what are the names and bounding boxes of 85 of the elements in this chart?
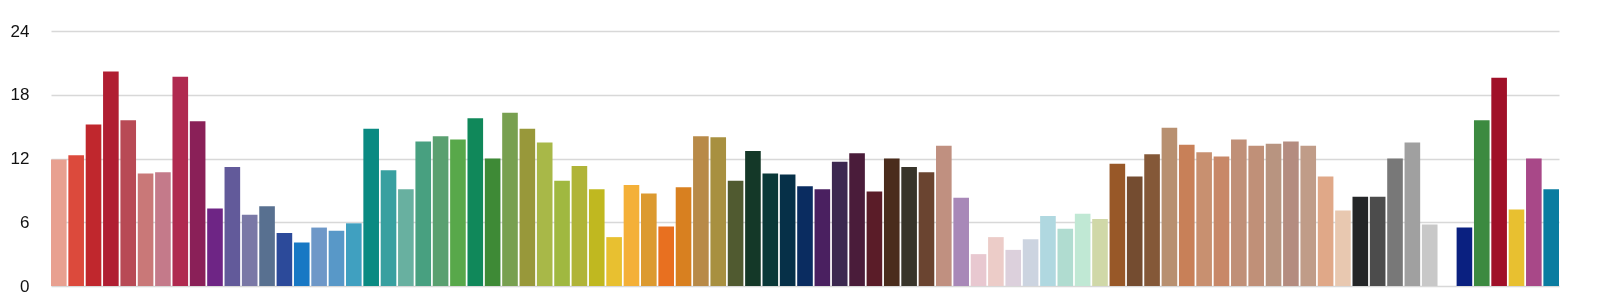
bar xyxy=(103,71,119,286)
bar xyxy=(207,208,223,286)
bar xyxy=(797,186,813,286)
bar xyxy=(1473,120,1490,286)
y-tick-label: 12 xyxy=(10,149,30,168)
bar xyxy=(1040,215,1056,286)
bar xyxy=(762,173,779,286)
bar xyxy=(606,237,622,286)
bar xyxy=(745,151,761,286)
bar xyxy=(137,173,154,286)
bar xyxy=(259,206,275,286)
y-tick-label: 0 xyxy=(20,276,30,296)
y-tick-label: 6 xyxy=(20,212,30,232)
bar xyxy=(1491,77,1507,286)
bar xyxy=(502,112,518,286)
bar xyxy=(120,120,137,286)
bar xyxy=(51,159,67,286)
bar xyxy=(970,254,987,286)
bar xyxy=(1387,158,1403,286)
bar xyxy=(1144,154,1160,286)
bar xyxy=(588,189,605,286)
bar xyxy=(1283,141,1299,286)
bar xyxy=(276,232,293,286)
bar xyxy=(1057,228,1074,286)
bar xyxy=(1369,196,1386,286)
bar xyxy=(1404,142,1421,286)
bar xyxy=(1335,210,1351,286)
bar xyxy=(1213,156,1230,286)
bar xyxy=(1178,144,1195,286)
bar xyxy=(189,121,206,286)
bar xyxy=(901,167,917,286)
bar xyxy=(155,172,171,286)
bar xyxy=(172,76,189,286)
bar xyxy=(363,128,379,286)
bar xyxy=(710,137,727,286)
bar xyxy=(68,155,84,286)
bar xyxy=(849,153,865,286)
bar xyxy=(1508,209,1525,286)
bar xyxy=(519,128,536,286)
bar xyxy=(1074,213,1091,286)
bar xyxy=(988,237,1004,286)
y-tick-label: 18 xyxy=(10,85,30,105)
bar xyxy=(398,189,414,286)
bar xyxy=(432,136,449,286)
bar xyxy=(85,124,102,286)
bar xyxy=(1526,158,1542,286)
bar xyxy=(727,180,744,286)
bar xyxy=(346,223,362,286)
bar xyxy=(883,158,900,286)
y-tick-label: 24 xyxy=(10,21,30,41)
bar xyxy=(1196,152,1212,286)
bar xyxy=(224,167,241,286)
bar xyxy=(415,141,432,286)
bar xyxy=(675,187,692,286)
bar xyxy=(1161,127,1178,286)
bar xyxy=(693,136,709,286)
bar xyxy=(936,145,952,286)
bar xyxy=(1300,145,1317,286)
bar xyxy=(1456,227,1473,286)
bar xyxy=(953,197,969,286)
bar xyxy=(380,170,397,286)
bar xyxy=(1265,143,1282,286)
bar xyxy=(623,185,640,286)
bar xyxy=(484,158,501,286)
bar xyxy=(1126,176,1143,286)
bar xyxy=(1109,163,1126,286)
bar xyxy=(1317,176,1334,286)
bar xyxy=(814,189,831,286)
bar xyxy=(293,242,310,286)
bar xyxy=(241,214,258,286)
bar xyxy=(1092,219,1108,286)
bar xyxy=(328,230,345,286)
bar xyxy=(866,191,883,286)
bar xyxy=(1352,196,1369,286)
bar xyxy=(571,165,588,286)
bar xyxy=(918,172,935,286)
bar xyxy=(450,139,466,286)
bar xyxy=(658,226,674,286)
bar xyxy=(467,118,484,286)
bar xyxy=(831,161,848,286)
bar xyxy=(1543,189,1559,286)
bar xyxy=(311,227,327,286)
bar xyxy=(779,174,796,286)
bar xyxy=(641,193,657,286)
bar xyxy=(1421,224,1438,286)
